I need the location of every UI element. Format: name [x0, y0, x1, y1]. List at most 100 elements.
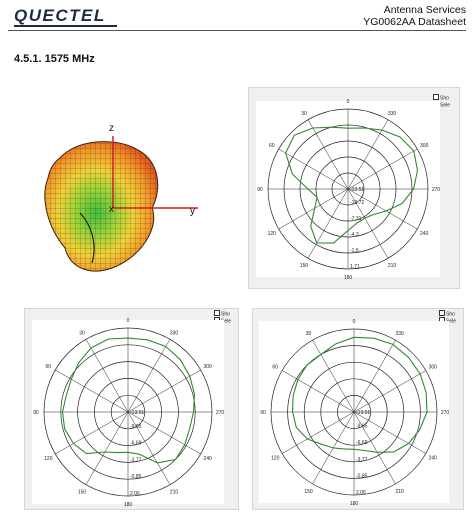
- angle-label: 90: [33, 410, 39, 416]
- angle-label: 210: [395, 489, 404, 495]
- grid-spoke: [312, 339, 355, 413]
- grid-spoke: [281, 370, 355, 413]
- grid-spoke: [347, 119, 389, 190]
- grid-spoke: [353, 411, 396, 485]
- radial-label: -10.72: [350, 200, 364, 206]
- angle-label: 270: [441, 410, 450, 416]
- angle-label: 270: [216, 410, 225, 416]
- radial-label: -1.5: [350, 248, 359, 254]
- angle-label: 30: [79, 330, 85, 336]
- polar-plot-panel-2: Sho Sele 0 30 60 90 120 150 180 210 240 270 300 330…: [24, 308, 239, 510]
- doc-title-line-2: YG0062AA Datasheet: [363, 16, 466, 28]
- document-title-block: Antenna Services YG0062AA Datasheet: [363, 4, 466, 28]
- pattern-curve: [292, 336, 428, 453]
- company-logo: QUECTEL: [14, 6, 106, 25]
- polar-plot-panel-3: Sho Sele 0 30 60 90 120 150 180 210 240 270 300 330…: [252, 308, 464, 510]
- radial-label: -3.77: [356, 457, 368, 463]
- radial-label: 2.06: [356, 490, 366, 496]
- angle-label: 150: [300, 263, 309, 269]
- radial-label: -13.51: [350, 187, 364, 193]
- grid-spoke: [85, 339, 129, 413]
- radial-label: -9.65: [130, 424, 142, 430]
- grid-spoke: [127, 411, 201, 455]
- grid-spoke: [281, 411, 355, 454]
- polar-plot-panel-1: Sho Sele 0 30 60 90 120 150 180 210 240 270 300 330…: [248, 87, 460, 289]
- angle-label: 60: [269, 143, 275, 149]
- angle-label: 150: [78, 490, 87, 496]
- angle-label: 240: [420, 231, 429, 237]
- pattern-curve: [285, 126, 419, 244]
- grid-spoke: [353, 370, 427, 413]
- pattern-dip: [79, 212, 95, 264]
- angle-label: 240: [204, 456, 213, 462]
- grid-spoke: [55, 369, 129, 413]
- angle-label: 0: [353, 319, 356, 325]
- grid-spoke: [127, 339, 171, 413]
- radial-label: -9.65: [356, 424, 368, 430]
- angle-label: 300: [420, 143, 429, 149]
- radiation-pattern-3d-svg: z y x: [44, 123, 198, 272]
- angle-label: 180: [124, 502, 133, 508]
- angle-label: 30: [306, 331, 312, 337]
- angle-label: 300: [429, 365, 438, 371]
- angle-label: 60: [46, 364, 52, 370]
- angle-label: 0: [347, 99, 350, 105]
- angle-label: 60: [272, 365, 278, 371]
- pattern-curve: [61, 337, 196, 464]
- radial-label: -6.69: [130, 441, 142, 447]
- y-axis-label: y: [190, 206, 195, 217]
- grid-spoke: [85, 411, 129, 485]
- radial-label: -6.69: [356, 440, 368, 446]
- angle-label: 210: [388, 263, 397, 269]
- page-header: QUECTEL Antenna Services YG0062AA Datash…: [0, 0, 474, 31]
- pattern-mesh: [44, 141, 158, 272]
- show-checkbox[interactable]: Sho: [439, 310, 455, 319]
- grid-spoke: [353, 411, 427, 454]
- radial-label: -0.85: [130, 474, 142, 480]
- radial-label: -3.77: [130, 457, 142, 463]
- angle-label: 180: [350, 501, 359, 507]
- angle-label: 300: [204, 364, 213, 370]
- grid-spoke: [347, 188, 418, 230]
- grid-spoke: [307, 188, 349, 259]
- grid-spoke: [127, 411, 171, 485]
- angle-label: 150: [304, 489, 313, 495]
- radial-label: -0.85: [356, 473, 368, 479]
- radial-label: 1.71: [350, 264, 360, 270]
- grid-spoke: [127, 369, 201, 413]
- grid-spoke: [307, 119, 349, 190]
- radial-label: 2.06: [130, 491, 140, 497]
- doc-title-line-1: Antenna Services: [383, 4, 466, 16]
- grid-spoke: [55, 411, 129, 455]
- polar-plot-1: 0 30 60 90 120 150 180 210 240 270 300 330 -13.51 -10…: [256, 99, 440, 281]
- grid-spoke: [347, 188, 389, 259]
- grid-spoke: [278, 188, 349, 230]
- angle-label: 210: [170, 490, 179, 496]
- angle-label: 180: [344, 275, 353, 281]
- show-checkbox[interactable]: Sho: [433, 94, 449, 103]
- angle-label: 90: [257, 187, 263, 193]
- section-heading: 4.5.1. 1575 MHz: [14, 53, 95, 65]
- angle-label: 330: [388, 111, 397, 117]
- angle-label: 30: [301, 111, 307, 117]
- radial-label: -7.31: [350, 216, 362, 222]
- angle-label: 90: [260, 410, 266, 416]
- polar-plot-2: 0 30 60 90 120 150 180 210 240 270 300 330 -13.51 -9.…: [32, 318, 225, 508]
- x-axis-label: x: [109, 204, 114, 215]
- radiation-pattern-3d: z y x: [20, 118, 210, 293]
- radial-label: -4.3: [350, 232, 359, 238]
- grid-spoke: [347, 148, 418, 190]
- angle-label: 120: [271, 456, 280, 462]
- polar-plot-3: 0 30 60 90 120 150 180 210 240 270 300 330 -13.51 -9.…: [259, 319, 450, 507]
- grid-spoke: [278, 148, 349, 190]
- angle-label: 0: [127, 318, 130, 324]
- header-divider: [8, 30, 466, 31]
- z-axis-label: z: [109, 123, 114, 134]
- angle-label: 330: [170, 330, 179, 336]
- radial-label: -13.51: [356, 410, 370, 416]
- angle-label: 120: [268, 231, 277, 237]
- show-checkbox[interactable]: Sho: [214, 310, 230, 319]
- grid-spoke: [353, 339, 396, 413]
- radial-label: -13.51: [130, 410, 144, 416]
- logo-underline: [14, 25, 117, 27]
